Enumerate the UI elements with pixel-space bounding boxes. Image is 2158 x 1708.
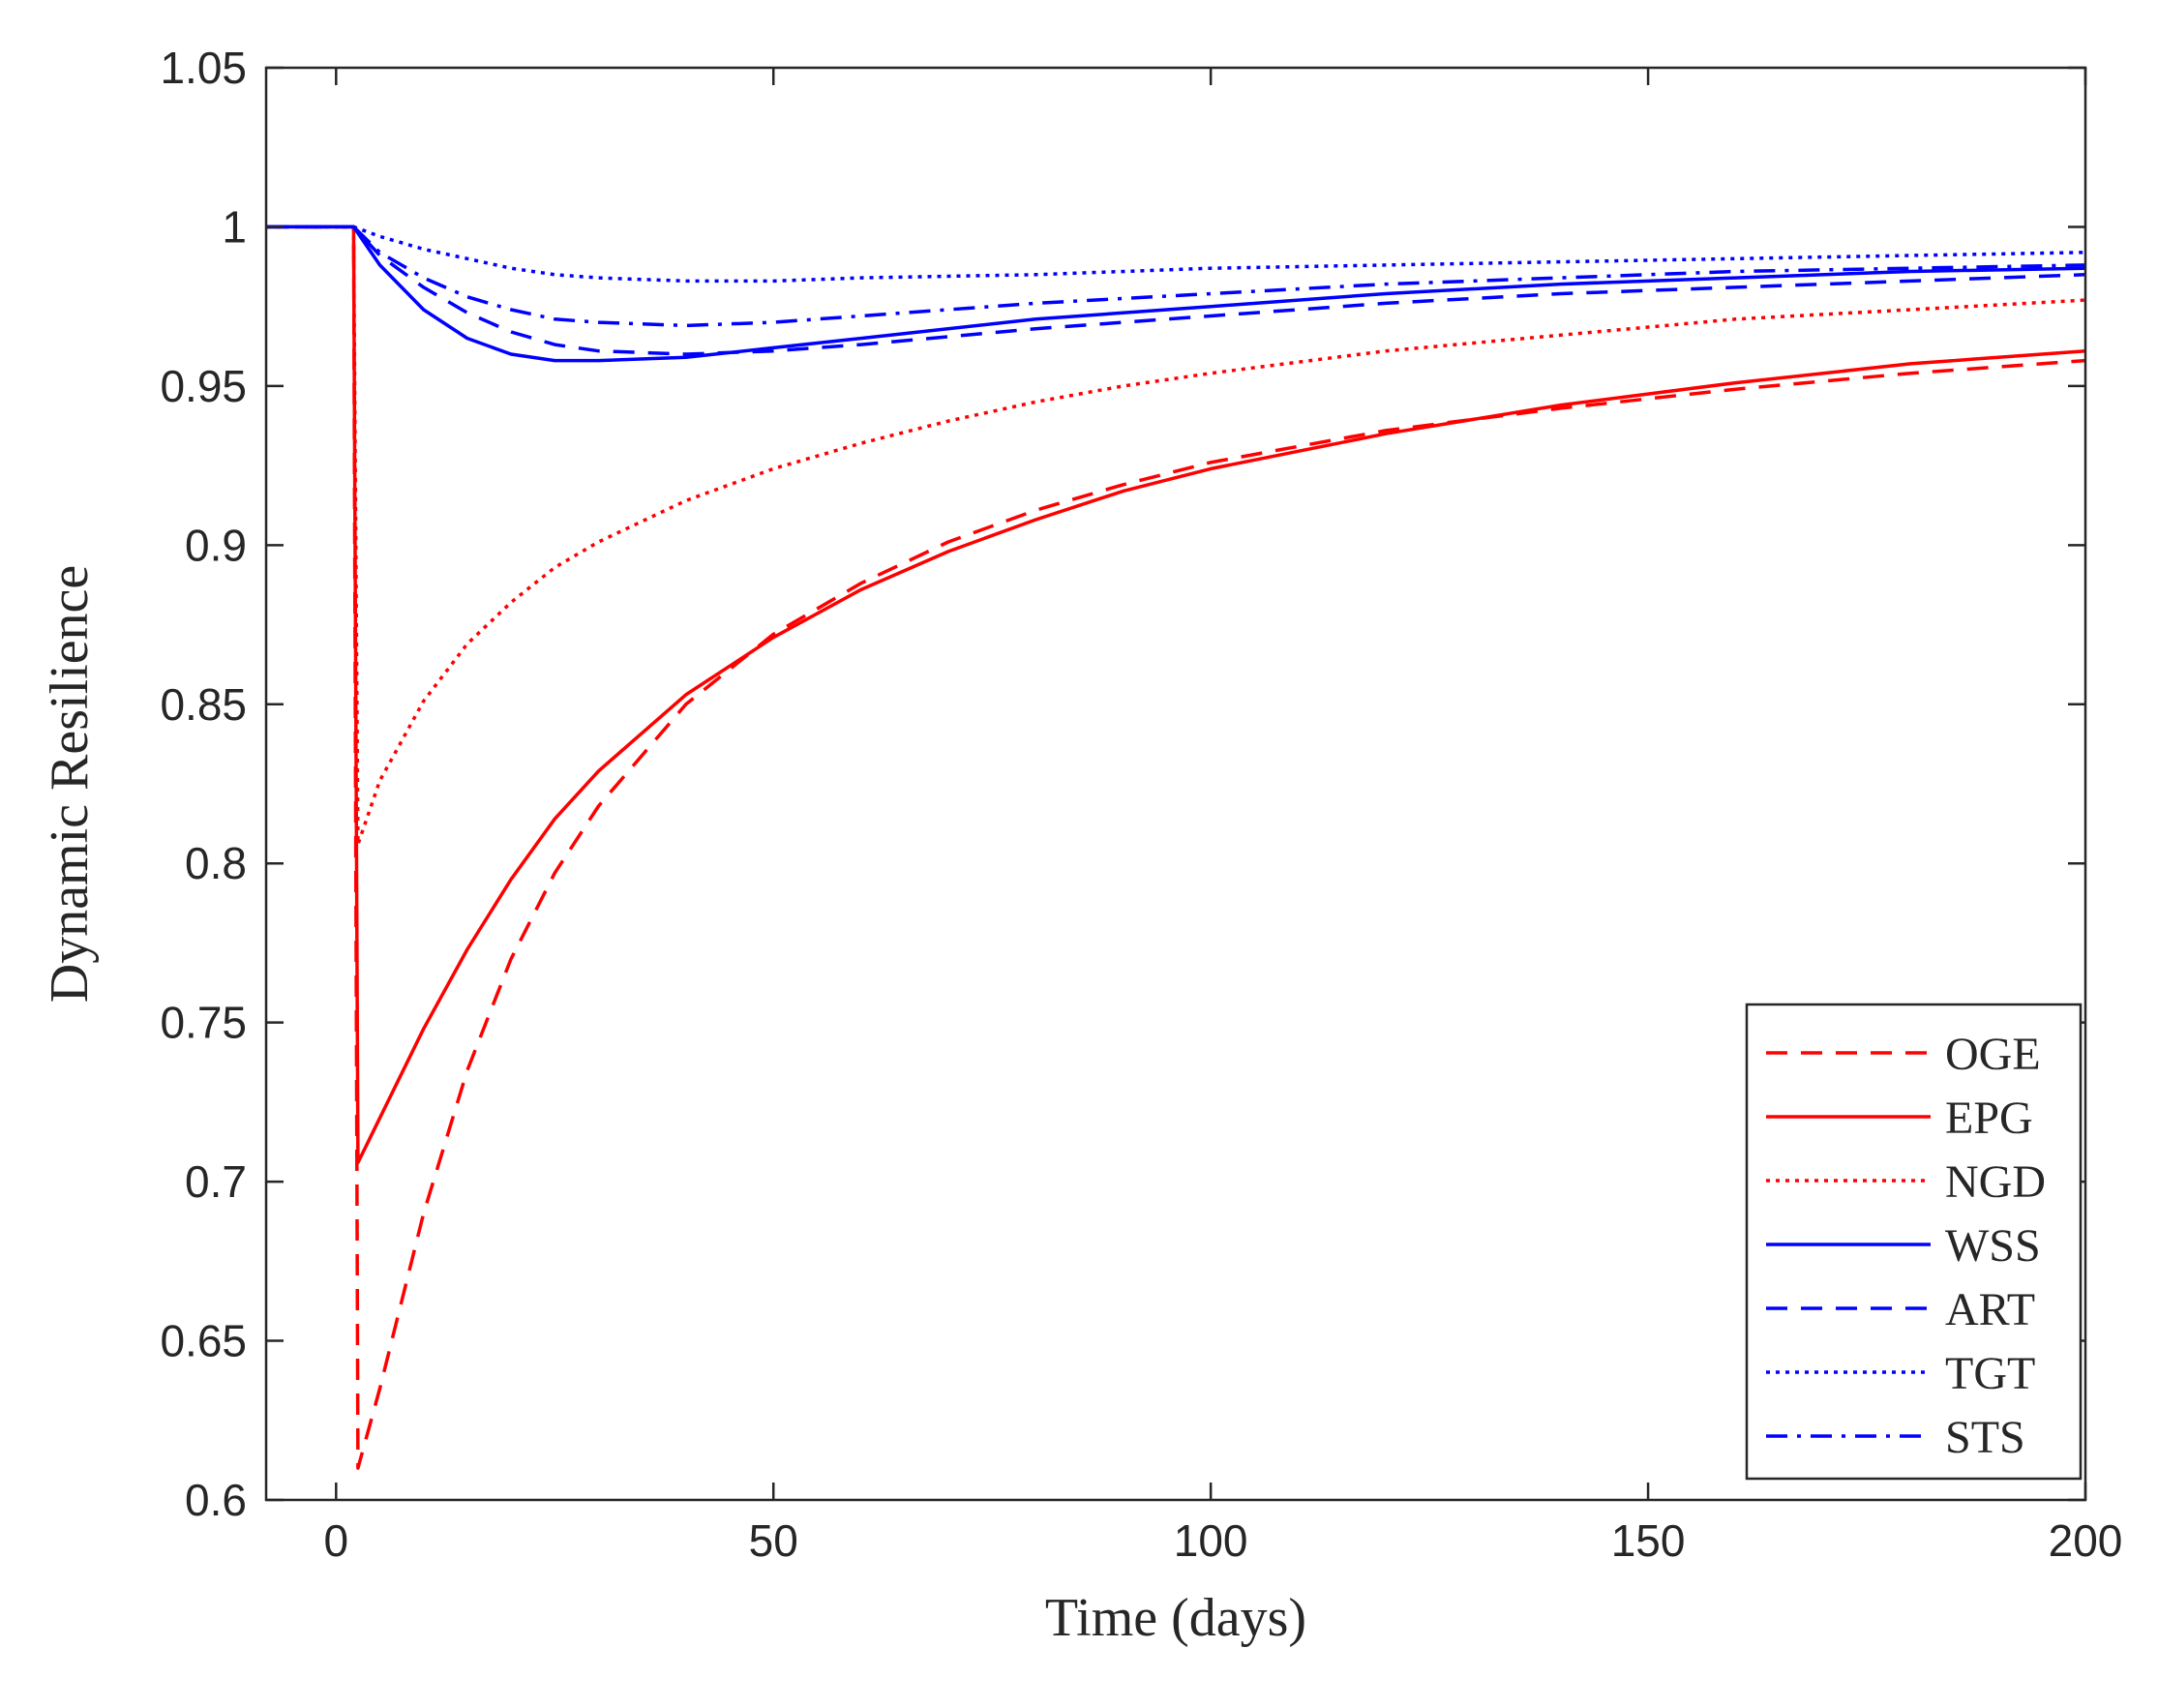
series-line-art bbox=[266, 225, 2086, 356]
y-tick-label: 0.75 bbox=[160, 998, 247, 1048]
legend-label-ngd: NGD bbox=[1945, 1156, 2046, 1208]
legend-box bbox=[1745, 1003, 2083, 1481]
legend-label-epg: EPG bbox=[1945, 1093, 2033, 1144]
y-tick-label: 0.6 bbox=[185, 1475, 247, 1525]
y-tick-label: 0.9 bbox=[185, 520, 247, 570]
x-tick-label: 150 bbox=[1611, 1515, 1686, 1566]
legend-label-wss: WSS bbox=[1945, 1220, 2041, 1272]
y-tick-label: 0.85 bbox=[160, 679, 247, 730]
axes-layer bbox=[264, 66, 2087, 1502]
plot-frame bbox=[264, 66, 2087, 1502]
legend-label-art: ART bbox=[1945, 1284, 2035, 1335]
y-tick-label: 0.7 bbox=[185, 1156, 247, 1207]
series-line-wss bbox=[266, 225, 2086, 363]
ticks-layer: 0 50 100 150 200 0.6 0.65 0.7 0.75 0.8 0.85 0.9 0.95… bbox=[160, 43, 2122, 1566]
series-line-epg bbox=[266, 225, 2086, 1165]
y-tick-label: 0.95 bbox=[160, 361, 247, 411]
y-tick-label: 0.65 bbox=[160, 1316, 247, 1366]
series-line-ngd bbox=[266, 225, 2086, 847]
series-line-oge bbox=[266, 225, 2086, 1470]
x-tick-label: 0 bbox=[324, 1515, 349, 1566]
series-layer bbox=[266, 225, 2086, 1470]
legend-label-sts: STS bbox=[1945, 1412, 2025, 1463]
y-axis-title: Dynamic Resilience bbox=[40, 565, 100, 1004]
x-tick-label: 50 bbox=[749, 1515, 798, 1566]
x-axis-title: Time (days) bbox=[1045, 1588, 1306, 1648]
x-tick-label: 100 bbox=[1174, 1515, 1248, 1566]
y-tick-label: 1.05 bbox=[160, 43, 247, 93]
legend: OGE EPG NGD WSS ART TGT STS bbox=[1745, 1003, 2083, 1481]
y-tick-label: 1 bbox=[222, 201, 247, 252]
x-tick-label: 200 bbox=[2049, 1515, 2123, 1566]
legend-label-tgt: TGT bbox=[1945, 1348, 2035, 1399]
y-tick-label: 0.8 bbox=[185, 838, 247, 888]
series-line-tgt bbox=[266, 225, 2086, 284]
legend-label-oge: OGE bbox=[1945, 1029, 2041, 1080]
